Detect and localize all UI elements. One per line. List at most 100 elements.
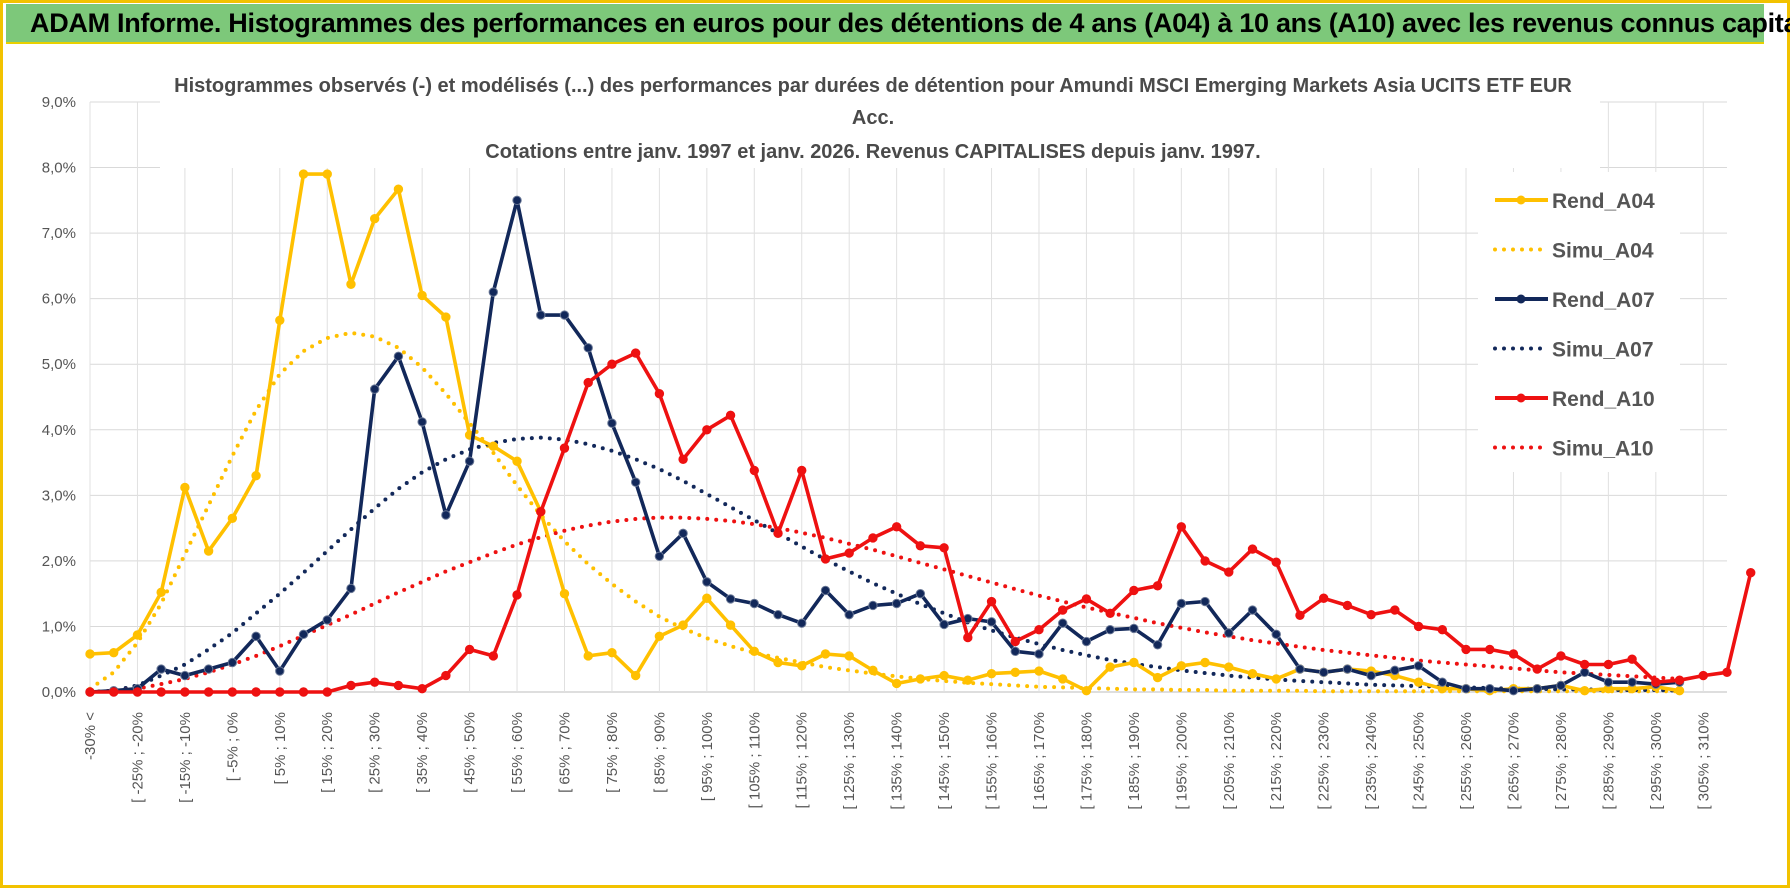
- series-line-Simu_A10: [88, 515, 1682, 694]
- data-point: [1058, 605, 1068, 615]
- data-point: [915, 674, 926, 684]
- y-axis: 0,0% 1,0% 2,0% 3,0% 4,0% 5,0% 6,0% 7,0% 8,0% 9,0%: [42, 94, 76, 701]
- data-point: [1532, 684, 1542, 694]
- data-point: [1176, 598, 1187, 609]
- legend: Rend_A04 Simu_A04 Rend_A07 Simu_A07 Rend_A10…: [1478, 172, 1680, 472]
- x-tick-label: [ 175% ; 180%: [1078, 712, 1095, 810]
- data-point: [251, 470, 261, 481]
- x-tick-label: [ -25% ; -20%: [129, 712, 146, 803]
- data-point: [1034, 649, 1044, 659]
- series-line-Simu_A07: [88, 435, 1682, 694]
- data-point: [559, 588, 570, 599]
- data-point: [536, 310, 546, 320]
- data-point: [1698, 670, 1708, 681]
- data-point: [797, 618, 807, 628]
- data-point: [1081, 594, 1092, 604]
- data-point: [488, 651, 499, 661]
- data-point: [1485, 684, 1495, 694]
- data-point: [1532, 664, 1542, 674]
- data-point: [298, 169, 309, 179]
- data-point: [939, 543, 949, 553]
- x-tick-label: [ 165% ; 170%: [1031, 712, 1048, 810]
- x-tick-label: [ 125% ; 130%: [841, 712, 858, 810]
- x-tick-label: [ 225% ; 230%: [1316, 712, 1333, 810]
- data-point: [1176, 661, 1187, 671]
- data-point: [393, 680, 404, 691]
- data-point: [868, 665, 878, 676]
- data-point: [275, 315, 285, 325]
- y-tick-label: 8,0%: [42, 160, 76, 177]
- x-tick-label: [ 95% ; 100%: [699, 712, 716, 801]
- x-tick-label: [ 145% ; 150%: [936, 712, 953, 810]
- data-point: [1651, 677, 1661, 687]
- data-point: [725, 410, 736, 421]
- x-tick-label: [ 85% ; 90%: [651, 712, 668, 793]
- data-point: [346, 279, 356, 289]
- x-tick-label: [ 195% ; 200%: [1173, 712, 1190, 810]
- x-tick-label: [ 25% ; 30%: [367, 712, 384, 793]
- data-point: [1271, 557, 1281, 567]
- data-point: [749, 598, 759, 609]
- data-point: [369, 677, 380, 687]
- data-point: [1342, 600, 1353, 611]
- banner: ADAM Informe. Histogrammes des performan…: [6, 4, 1790, 44]
- data-point: [702, 577, 712, 587]
- data-point: [298, 629, 309, 640]
- data-point: [346, 680, 356, 691]
- data-point: [1556, 651, 1566, 661]
- data-point: [1674, 675, 1685, 685]
- data-point: [986, 617, 997, 627]
- data-point: [1058, 674, 1068, 684]
- data-point: [369, 213, 380, 224]
- data-point: [1556, 680, 1566, 691]
- data-point: [156, 664, 166, 674]
- data-point: [1200, 556, 1210, 566]
- data-point: [464, 644, 475, 655]
- data-point: [607, 418, 617, 428]
- data-point: [1413, 661, 1424, 671]
- data-point: [1318, 667, 1329, 678]
- data-point: [1746, 567, 1756, 578]
- data-point: [1437, 625, 1448, 635]
- data-point: [891, 678, 902, 689]
- legend-label-Rend_A04: Rend_A04: [1552, 190, 1655, 213]
- data-point: [156, 687, 166, 697]
- x-tick-label: [ 105% ; 110%: [746, 712, 763, 808]
- data-point: [1224, 567, 1234, 577]
- data-point: [844, 609, 854, 620]
- data-point: [322, 687, 332, 697]
- data-point: [844, 651, 854, 661]
- data-point: [773, 609, 783, 620]
- data-point: [109, 647, 119, 658]
- data-point: [963, 675, 973, 685]
- data-point: [417, 684, 427, 694]
- data-point: [1247, 605, 1258, 615]
- data-point: [1247, 668, 1258, 679]
- data-point: [512, 195, 522, 206]
- x-tick-label: [ 305% ; 310%: [1695, 712, 1712, 810]
- y-tick-label: 6,0%: [42, 291, 76, 308]
- x-tick-label: [ 65% ; 70%: [556, 712, 573, 793]
- data-point: [227, 657, 238, 668]
- data-point: [939, 670, 949, 681]
- x-tick-label: [ 75% ; 80%: [604, 712, 621, 793]
- data-point: [227, 513, 238, 523]
- series-line-Rend_A04: [89, 172, 1680, 693]
- data-point: [797, 661, 807, 671]
- data-point: [1461, 644, 1471, 655]
- data-point: [583, 343, 593, 353]
- legend-label-Rend_A10: Rend_A10: [1552, 388, 1655, 411]
- x-tick-label: [ 255% ; 260%: [1458, 712, 1475, 810]
- x-tick-label: [ 205% ; 210%: [1221, 712, 1238, 810]
- data-point: [1034, 625, 1044, 635]
- data-point: [1105, 625, 1115, 635]
- x-tick-label: [ 215% ; 220%: [1268, 712, 1285, 810]
- data-point: [1508, 649, 1519, 659]
- series-layer: [85, 169, 1756, 697]
- data-point: [630, 477, 641, 487]
- data-point: [441, 312, 451, 322]
- data-point: [1010, 636, 1020, 647]
- x-tick-label: [ 45% ; 50%: [462, 712, 479, 793]
- data-point: [654, 551, 665, 561]
